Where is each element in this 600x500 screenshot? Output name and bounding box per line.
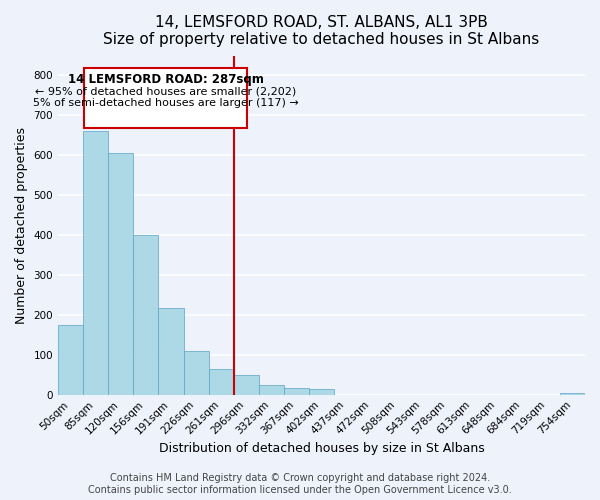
Bar [259,384,284,394]
Bar [560,392,585,394]
Bar [309,388,334,394]
FancyBboxPatch shape [83,68,247,128]
Text: 5% of semi-detached houses are larger (117) →: 5% of semi-detached houses are larger (1… [32,98,298,108]
Text: Contains HM Land Registry data © Crown copyright and database right 2024.
Contai: Contains HM Land Registry data © Crown c… [88,474,512,495]
Bar [209,369,233,394]
Bar [284,388,309,394]
Y-axis label: Number of detached properties: Number of detached properties [15,126,28,324]
X-axis label: Distribution of detached houses by size in St Albans: Distribution of detached houses by size … [158,442,484,455]
Title: 14, LEMSFORD ROAD, ST. ALBANS, AL1 3PB
Size of property relative to detached hou: 14, LEMSFORD ROAD, ST. ALBANS, AL1 3PB S… [103,15,539,48]
Bar [83,132,108,394]
Bar [158,308,184,394]
Text: 14 LEMSFORD ROAD: 287sqm: 14 LEMSFORD ROAD: 287sqm [68,73,263,86]
Bar [58,325,83,394]
Bar [184,351,209,395]
Bar [133,235,158,394]
Bar [108,154,133,394]
Bar [233,375,259,394]
Text: ← 95% of detached houses are smaller (2,202): ← 95% of detached houses are smaller (2,… [35,86,296,96]
